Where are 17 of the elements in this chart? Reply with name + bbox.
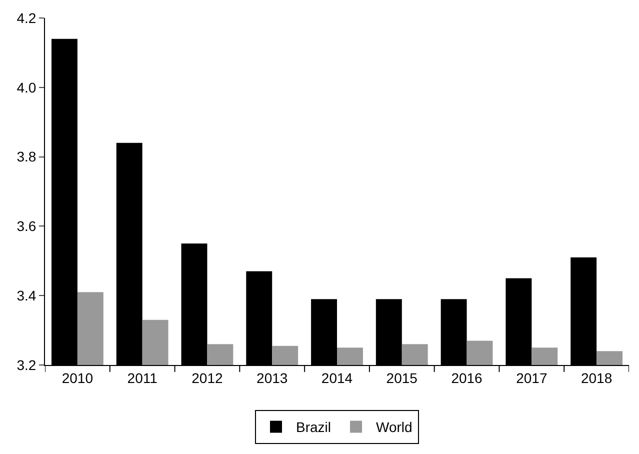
y-tick-label: 4.0 xyxy=(16,79,36,96)
x-tick-label: 2013 xyxy=(256,370,288,386)
y-tick-label: 3.2 xyxy=(16,356,36,373)
legend-label: World xyxy=(376,419,412,436)
x-tick-label: 2012 xyxy=(192,370,223,386)
legend-label: Brazil xyxy=(296,419,332,436)
x-tick-label: 2014 xyxy=(321,370,353,386)
x-tick-label: 2015 xyxy=(386,370,418,386)
x-tick-label: 2017 xyxy=(516,370,548,386)
y-tick-label: 3.6 xyxy=(16,218,36,234)
x-tick-label: 2016 xyxy=(451,370,483,386)
x-tick-label: 2018 xyxy=(580,370,612,386)
x-tick-label: 2010 xyxy=(62,370,94,386)
y-tick-label: 3.8 xyxy=(16,148,36,165)
y-tick-label: 3.4 xyxy=(16,288,36,304)
y-tick-label: 4.2 xyxy=(16,10,36,26)
x-tick-label: 2011 xyxy=(127,370,158,386)
